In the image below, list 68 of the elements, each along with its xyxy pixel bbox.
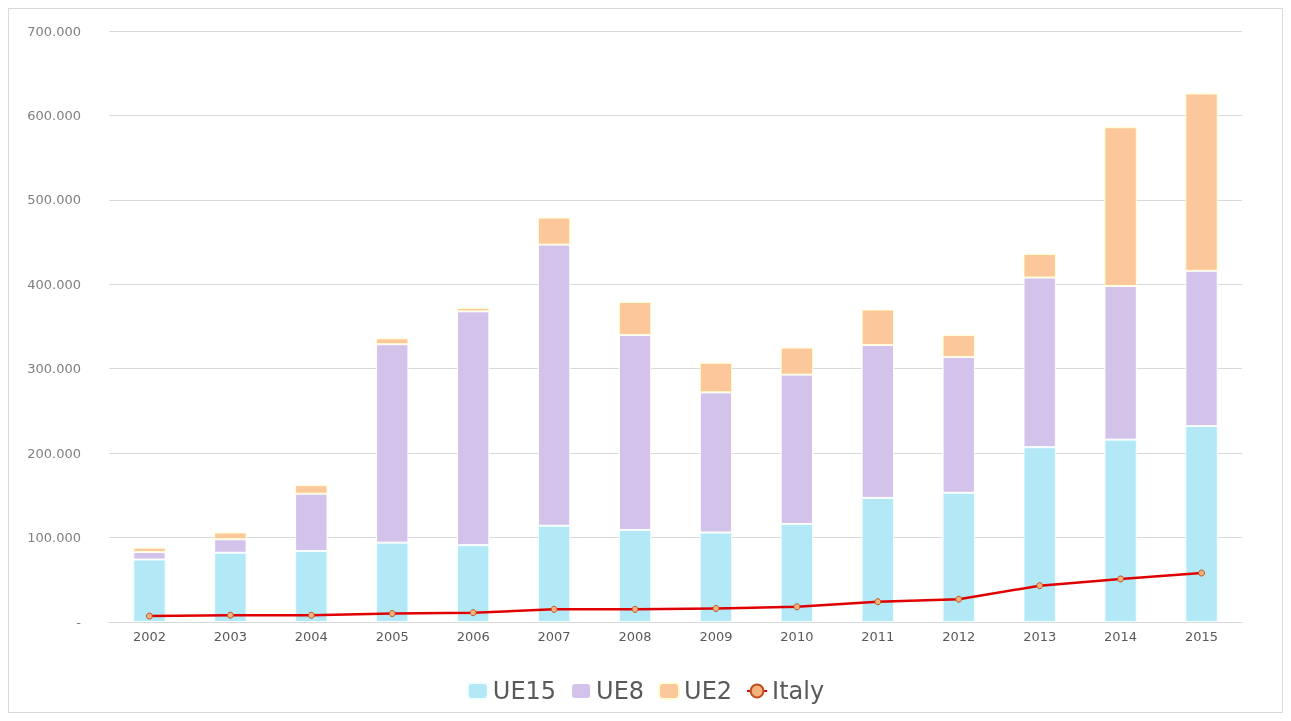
bar <box>537 525 571 622</box>
legend-label: Italy <box>772 677 825 705</box>
bar <box>1023 277 1056 448</box>
bar <box>861 309 895 346</box>
x-tick-label: 2015 <box>1184 629 1219 644</box>
y-tick-label: 300.000 <box>27 361 81 377</box>
bar <box>295 493 328 552</box>
bar <box>618 302 652 335</box>
x-tick-label: 2010 <box>780 629 814 644</box>
bar <box>1023 447 1056 622</box>
bar <box>1185 93 1218 271</box>
x-tick-label: 2003 <box>213 629 247 644</box>
bar <box>942 334 975 357</box>
bar <box>861 497 895 622</box>
bar <box>780 347 814 375</box>
bar <box>214 552 247 622</box>
bar <box>537 244 571 526</box>
x-tick-label: 2009 <box>699 629 733 644</box>
bar <box>780 374 814 525</box>
y-tick-label: 400.000 <box>27 276 81 292</box>
bar <box>699 392 733 533</box>
legend-label: UE8 <box>596 677 645 705</box>
bar <box>861 345 895 498</box>
y-tick-label: 200.000 <box>27 445 81 461</box>
legend-label: UE2 <box>684 677 733 705</box>
bar <box>1104 439 1137 622</box>
bar <box>456 311 490 546</box>
bar <box>618 334 652 530</box>
bar <box>133 559 166 622</box>
bar <box>1023 253 1056 278</box>
x-tick-label: 2002 <box>132 629 167 644</box>
y-tick-label: - <box>76 614 82 630</box>
bar <box>456 307 490 312</box>
bar <box>1185 426 1218 622</box>
bar <box>214 532 247 540</box>
bar <box>942 356 975 493</box>
legend-label: UE15 <box>492 677 557 705</box>
bar <box>1185 270 1218 427</box>
bar <box>699 362 733 393</box>
bar <box>537 217 571 245</box>
bar <box>699 532 733 622</box>
x-tick-label: 2014 <box>1104 629 1138 644</box>
y-tick-label: 600.000 <box>27 107 81 123</box>
y-tick-label: 500.000 <box>27 192 81 208</box>
y-tick-label: 100.000 <box>27 530 81 546</box>
x-tick-label: 2012 <box>942 629 976 644</box>
bar <box>618 529 652 622</box>
bar <box>376 344 409 543</box>
bar <box>1104 285 1137 440</box>
bar <box>295 485 328 494</box>
bar <box>456 545 490 622</box>
bar <box>942 492 975 622</box>
x-tick-label: 2005 <box>375 629 409 644</box>
bar <box>1104 127 1137 286</box>
bar <box>780 524 814 622</box>
bar <box>133 551 166 560</box>
bar <box>133 547 166 552</box>
bar <box>376 542 409 622</box>
bar <box>295 551 328 622</box>
x-tick-label: 2004 <box>294 629 328 644</box>
x-tick-label: 2013 <box>1023 629 1057 644</box>
x-tick-label: 2006 <box>456 629 490 644</box>
x-tick-label: 2008 <box>618 629 652 644</box>
x-tick-label: 2011 <box>861 629 895 644</box>
bar <box>214 539 247 553</box>
bar <box>376 338 409 345</box>
x-tick-label: 2007 <box>537 629 571 644</box>
y-tick-label: 700.000 <box>27 23 81 39</box>
